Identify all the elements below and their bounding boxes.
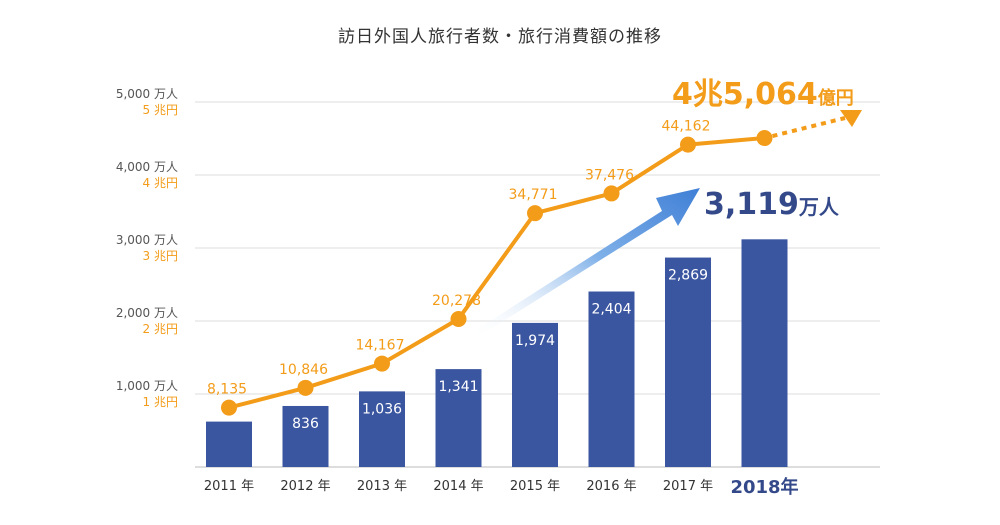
spending-point [680, 136, 696, 153]
spending-point [527, 205, 543, 222]
bar-visitors [741, 239, 788, 467]
spending-point [603, 185, 620, 202]
bar-visitors [665, 257, 711, 467]
x-tick-label: 2014 年 [433, 479, 483, 494]
bar-visitors [206, 421, 252, 467]
bar-visitors [282, 405, 329, 467]
bar-value-label: 1,341 [438, 379, 478, 395]
spending-value-label: 20,278 [432, 293, 481, 309]
spending-value-label: 14,167 [356, 338, 405, 354]
spending-point [450, 310, 467, 327]
x-tick-label: 2015 年 [510, 479, 560, 494]
spending-value-label: 34,771 [509, 187, 558, 203]
y-tick-label-spending: 4 兆円 [143, 176, 178, 190]
spending-total-callout: 4兆5,064億円 [672, 77, 854, 112]
visitors-total-callout: 3,119万人 [704, 187, 840, 222]
y-tick-label-spending: 5 兆円 [143, 103, 178, 117]
chart-title: 訪日外国人旅行者数・旅行消費額の推移 [338, 27, 662, 47]
bar-value-label: 1,036 [362, 401, 402, 417]
x-tick-label: 2013 年 [357, 479, 407, 494]
spending-value-label: 8,135 [207, 382, 247, 398]
bar-value-label: 1,974 [515, 333, 555, 349]
x-tick-label: 2016 年 [586, 479, 636, 494]
x-tick-label: 2012 年 [280, 479, 330, 494]
y-tick-label-spending: 3 兆円 [143, 249, 178, 263]
bar-visitors [359, 391, 405, 467]
x-tick-label: 2011 年 [204, 479, 254, 494]
y-tick-label-visitors: 2,000 万人 [116, 306, 178, 320]
bar-visitors [435, 369, 482, 467]
bar-visitors [588, 291, 635, 467]
bar-value-label: 836 [292, 416, 319, 432]
x-tick-label: 2018年 [730, 476, 798, 498]
y-tick-label-visitors: 3,000 万人 [116, 233, 178, 247]
projection-arrowhead-icon [840, 110, 862, 127]
spending-value-label: 44,162 [662, 119, 711, 135]
spending-value-label: 37,476 [585, 167, 634, 183]
spending-value-label: 10,846 [279, 362, 328, 378]
y-tick-label-spending: 2 兆円 [143, 322, 178, 336]
y-tick-label-spending: 1 兆円 [143, 395, 178, 409]
spending-point [374, 355, 390, 372]
spending-point [297, 379, 314, 396]
spending-point [756, 130, 773, 147]
spending-point [221, 399, 237, 416]
bar-visitors [512, 322, 558, 467]
y-tick-label-visitors: 1,000 万人 [116, 379, 178, 393]
spending-projection-dashed-line [772, 116, 846, 138]
y-tick-label-visitors: 4,000 万人 [116, 160, 178, 174]
y-tick-label-visitors: 5,000 万人 [116, 87, 178, 101]
bar-value-label: 2,869 [668, 268, 708, 284]
bar-value-label: 2,404 [591, 302, 631, 318]
spending-line [228, 136, 765, 410]
growth-arrow [470, 188, 700, 337]
x-tick-label: 2017 年 [663, 479, 713, 494]
